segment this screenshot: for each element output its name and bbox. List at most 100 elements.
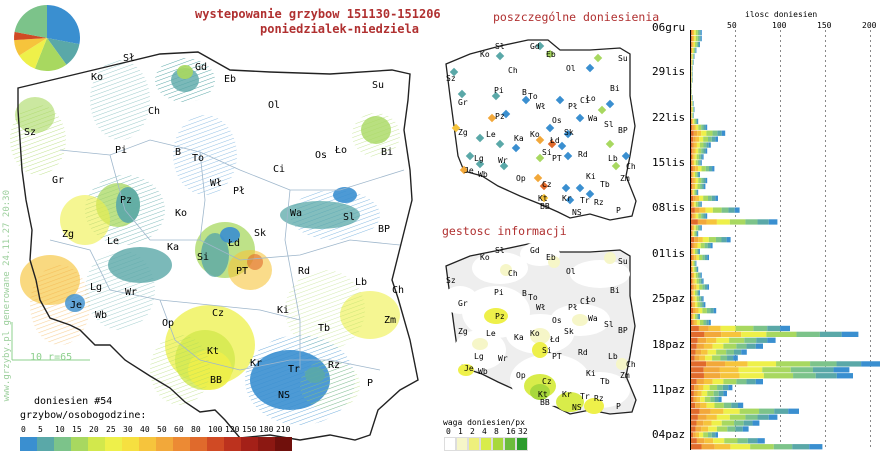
map-region-label: To [528, 293, 538, 303]
density-legend-swatch [504, 437, 516, 451]
histogram-bar-segment [691, 420, 697, 426]
histogram-bar-segment [695, 47, 697, 54]
histogram-bar-segment [691, 183, 693, 190]
histogram-bar-segment [700, 278, 703, 284]
histogram-bar-segment [700, 242, 705, 249]
histogram-bar-segment [692, 296, 694, 302]
report-marker [475, 159, 485, 169]
map-region-label: Ko [480, 253, 490, 263]
histogram-bar-segment [695, 35, 698, 42]
legend-value-label: 15 [72, 425, 82, 434]
histogram-bar-segment [699, 142, 704, 148]
histogram-bar-segment [703, 373, 721, 379]
histogram-bar-segment [699, 313, 700, 320]
density-blob [484, 308, 508, 324]
histogram-bar-segment [691, 266, 692, 272]
histogram-bar-segment [697, 225, 700, 231]
histogram-bar-segment [693, 266, 695, 272]
histogram-bar-segment [692, 272, 695, 278]
map-region-label: To [192, 153, 205, 164]
histogram-bar-segment [750, 444, 774, 450]
histogram-bar-segment [691, 160, 692, 166]
map-region-label: Je [70, 300, 83, 311]
histogram-bar-segment [696, 438, 705, 444]
histogram-bar-segment [693, 106, 694, 113]
histogram-bar-segment [692, 278, 694, 284]
histogram-bar-segment [708, 237, 716, 243]
map-region-label: Łd [550, 136, 560, 145]
histogram-bar-segment [691, 355, 695, 361]
histogram-bar-segment [729, 337, 745, 343]
histogram-bar-segment [693, 189, 695, 196]
histogram-bar-segment [693, 124, 696, 130]
histogram-bar-segment [726, 237, 731, 243]
histogram-bar-segment [691, 296, 693, 302]
histogram-bar-segment [704, 438, 714, 444]
histogram-bar-segment [702, 296, 704, 302]
histogram-bar-segment [728, 384, 733, 391]
map-region-label: Gd [530, 245, 540, 255]
histogram-bar-segment [698, 124, 702, 130]
histogram-bar-segment [697, 414, 707, 420]
histogram-bar-segment [697, 302, 701, 308]
histogram-bar-segment [716, 426, 728, 432]
histogram-bar-segment [703, 319, 707, 326]
histogram-bar-segment [709, 384, 718, 391]
legend-color-swatch [122, 437, 139, 451]
map-region-label: Rd [578, 150, 588, 159]
histogram-bar-segment [694, 266, 696, 272]
histogram-bar-segment [841, 331, 859, 338]
histogram-bar-segment [691, 361, 707, 367]
histogram-bar-segment [699, 35, 701, 42]
map-region-label: Pz [495, 312, 505, 322]
histogram-bar-segment [723, 390, 727, 397]
histogram-bar-segment [691, 402, 696, 408]
histogram-bar-segment [691, 313, 693, 320]
histogram-bar-segment [693, 432, 696, 438]
histogram-bar-segment [694, 355, 700, 361]
histogram-bar-segment [711, 195, 716, 201]
histogram-bar-segment [746, 379, 756, 385]
histogram-bar-segment [693, 47, 695, 54]
histogram-bar-segment [691, 373, 704, 379]
map-region-label: Tr [580, 196, 590, 205]
histogram-bar-segment [708, 426, 717, 432]
map-region-label: Sz [446, 74, 456, 83]
histogram-bar-segment [768, 414, 778, 420]
histogram-bar-segment [693, 118, 695, 125]
histogram-bar-segment [726, 349, 734, 355]
histogram-bar-segment [694, 30, 696, 36]
histogram-bar-segment [700, 183, 703, 190]
map-region-label: Op [516, 371, 526, 381]
map-region-label: Ka [167, 242, 180, 253]
legend-value-label: 80 [191, 425, 201, 434]
histogram-bar-segment [703, 367, 720, 373]
histogram-bar-segment [708, 195, 712, 201]
histogram-bar-segment [694, 272, 696, 278]
report-count: doniesien #54 [34, 396, 113, 407]
map-region-label: BB [210, 375, 223, 386]
histogram-bar-segment [692, 225, 695, 231]
density-legend-value: 1 [458, 427, 463, 436]
histogram-bar-segment [700, 201, 702, 207]
histogram-bar-segment [705, 207, 713, 213]
map-region-label: Wb [95, 310, 108, 321]
histogram-bar-segment [774, 408, 789, 414]
map-region-label: Zg [62, 229, 75, 240]
histogram-bar-segment [721, 130, 726, 136]
legend-value-label: 150 [242, 425, 257, 434]
map-region-label: Ko [530, 130, 540, 139]
density-blob [556, 392, 584, 412]
legend-value-label: 60 [174, 425, 184, 434]
legend-color-swatch [224, 437, 241, 451]
histogram-bar-segment [700, 154, 703, 160]
map-region-label: Rd [298, 266, 311, 277]
histogram-bar-segment [696, 420, 704, 426]
histogram-bar-segment [692, 231, 694, 237]
map-region-label: Ło [335, 145, 348, 156]
histogram-bar-segment [701, 213, 704, 219]
report-marker [495, 139, 505, 149]
histogram-bar-segment [712, 355, 721, 361]
histogram-bar-segment [703, 136, 709, 142]
map-region-label: Wr [498, 156, 508, 165]
